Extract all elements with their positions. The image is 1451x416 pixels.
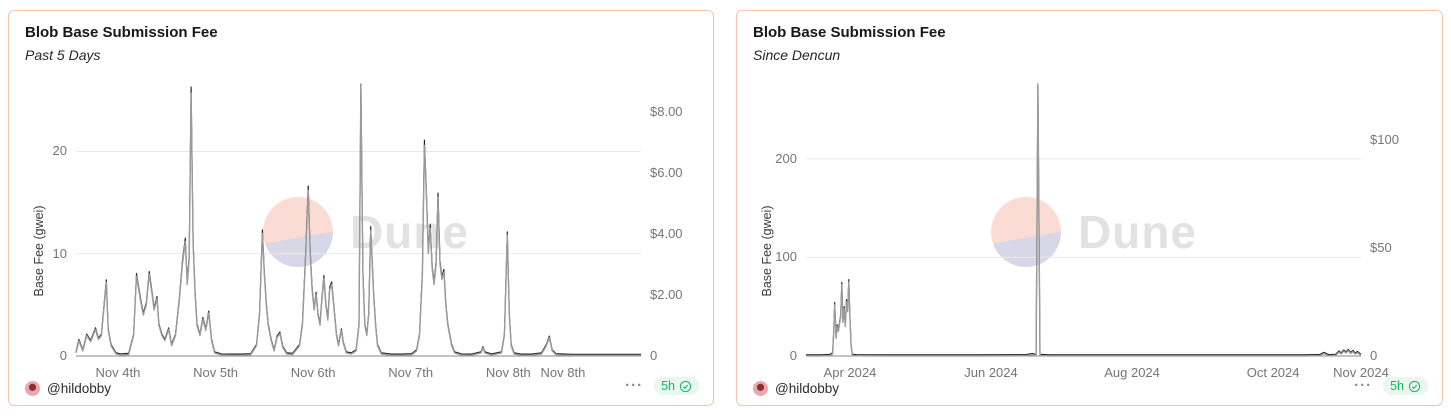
chart-subtitle: Since Dencun [753, 47, 841, 63]
x-axis-tick: Nov 2024 [1333, 365, 1389, 380]
chart-title: Blob Base Submission Fee [25, 24, 218, 41]
x-axis-tick: Nov 6th [290, 365, 336, 380]
footer-actions: ··· 5h [625, 377, 699, 395]
dune-watermark-text: Dune [1078, 206, 1197, 258]
x-axis-tick: Aug 2024 [1104, 365, 1160, 380]
x-axis-tick: Jun 2024 [964, 365, 1018, 380]
author-link[interactable]: @hildobby [753, 381, 839, 396]
options-menu-icon[interactable]: ··· [1354, 377, 1373, 394]
y-axis-tick-right: $50 [1370, 240, 1392, 256]
dune-logo-icon [991, 197, 1061, 267]
check-circle-icon [679, 380, 692, 392]
y-axis-tick-left: 0 [789, 348, 797, 363]
refresh-age-badge[interactable]: 5h [1383, 377, 1428, 395]
author-link[interactable]: @hildobby [25, 381, 111, 396]
author-avatar [25, 381, 40, 396]
author-handle: @hildobby [47, 381, 111, 396]
y-axis-tick-left: 0 [59, 348, 67, 363]
author-avatar [753, 381, 768, 396]
x-axis-tick: Nov 7th [388, 365, 434, 380]
refresh-age-label: 5h [661, 379, 675, 393]
y-axis-tick-right: 0 [650, 348, 658, 363]
x-axis-tick: Oct 2024 [1246, 365, 1300, 380]
chart-svg [75, 83, 641, 357]
chart-panel-past-5-days: Blob Base Submission Fee Past 5 Days Dun… [8, 10, 714, 406]
dune-logo-icon [263, 197, 333, 267]
refresh-age-label: 5h [1390, 379, 1404, 393]
series-usd-line [806, 83, 1362, 356]
series-gwei-line [806, 83, 1362, 357]
y-axis-tick-right: $6.00 [650, 164, 683, 180]
options-menu-icon[interactable]: ··· [625, 377, 644, 394]
y-axis-tick-right: $8.00 [650, 103, 683, 119]
series-gwei-line [75, 84, 641, 357]
refresh-age-badge[interactable]: 5h [654, 377, 699, 395]
x-axis-tick: Nov 8th [485, 365, 531, 380]
x-axis-tick: Apr 2024 [823, 365, 877, 380]
x-axis-tick: Nov 5th [193, 365, 238, 380]
y-axis-tick-right: $2.00 [650, 286, 683, 302]
y-axis-tick-right: 0 [1370, 348, 1378, 363]
y-axis-tick-left: 200 [775, 150, 797, 166]
y-axis-tick-left: 20 [52, 143, 67, 159]
chart-panel-since-dencun: Blob Base Submission Fee Since Dencun Du… [736, 10, 1443, 406]
chart-subtitle: Past 5 Days [25, 47, 101, 63]
check-circle-icon [1408, 380, 1421, 392]
x-axis-tick: Nov 8th [540, 365, 586, 380]
y-axis-tick-left: 100 [775, 249, 797, 265]
footer-actions: ··· 5h [1354, 377, 1428, 395]
chart-svg [806, 83, 1362, 357]
author-handle: @hildobby [775, 381, 839, 396]
y-axis-tick-right: $4.00 [650, 225, 683, 241]
x-axis-tick: Nov 4th [95, 365, 141, 380]
y-axis-tick-right: $100 [1370, 132, 1399, 148]
y-axis-tick-left: 10 [52, 245, 67, 261]
chart-title: Blob Base Submission Fee [753, 24, 946, 41]
